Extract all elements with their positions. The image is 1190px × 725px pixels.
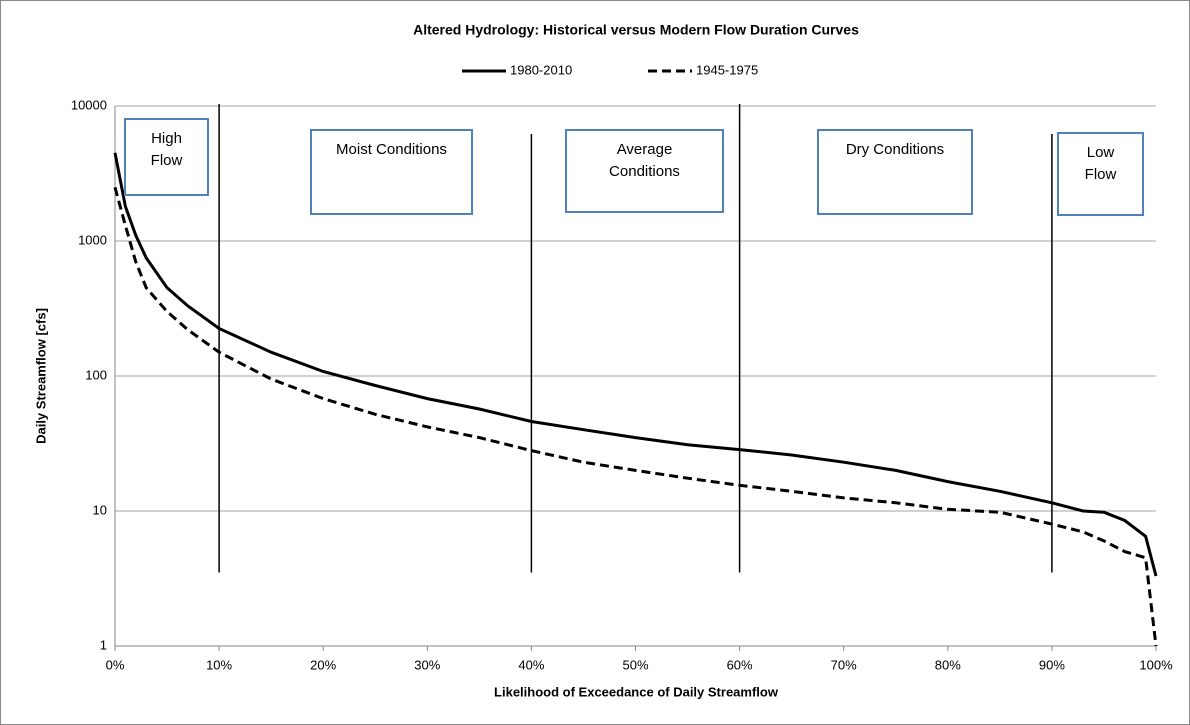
- y-tick-label: 10: [93, 502, 107, 517]
- x-axis-title: Likelihood of Exceedance of Daily Stream…: [494, 684, 779, 699]
- zone-box: Average Conditions: [565, 129, 724, 213]
- legend-label: 1945-1975: [696, 62, 758, 77]
- y-tick-label: 10000: [71, 97, 107, 112]
- zone-box: Moist Conditions: [310, 129, 473, 215]
- zone-box: High Flow: [124, 118, 209, 196]
- y-tick-label: 100: [85, 367, 107, 382]
- zone-label: Moist Conditions: [336, 141, 447, 158]
- x-tick-label: 30%: [414, 657, 440, 672]
- x-tick-label: 10%: [206, 657, 232, 672]
- x-tick-label: 20%: [310, 657, 336, 672]
- y-tick-label: 1: [100, 637, 107, 652]
- zone-label: High Flow: [150, 130, 183, 169]
- y-axis-title: Daily Streamflow [cfs]: [33, 308, 48, 444]
- zone-box: Low Flow: [1057, 132, 1144, 216]
- x-tick-label: 60%: [727, 657, 753, 672]
- y-tick-label: 1000: [78, 232, 107, 247]
- x-tick-label: 50%: [622, 657, 648, 672]
- x-tick-label: 80%: [935, 657, 961, 672]
- zone-label: Average Conditions: [609, 141, 680, 180]
- zone-box: Dry Conditions: [817, 129, 973, 215]
- x-tick-label: 90%: [1039, 657, 1065, 672]
- legend-label: 1980-2010: [510, 62, 572, 77]
- x-tick-label: 70%: [831, 657, 857, 672]
- zone-label: Low Flow: [1084, 144, 1117, 183]
- chart-title: Altered Hydrology: Historical versus Mod…: [413, 22, 859, 38]
- x-tick-label: 0%: [106, 657, 125, 672]
- x-tick-label: 100%: [1139, 657, 1173, 672]
- series-line: [113, 152, 1158, 577]
- zone-label: Dry Conditions: [845, 141, 945, 158]
- x-tick-label: 40%: [518, 657, 544, 672]
